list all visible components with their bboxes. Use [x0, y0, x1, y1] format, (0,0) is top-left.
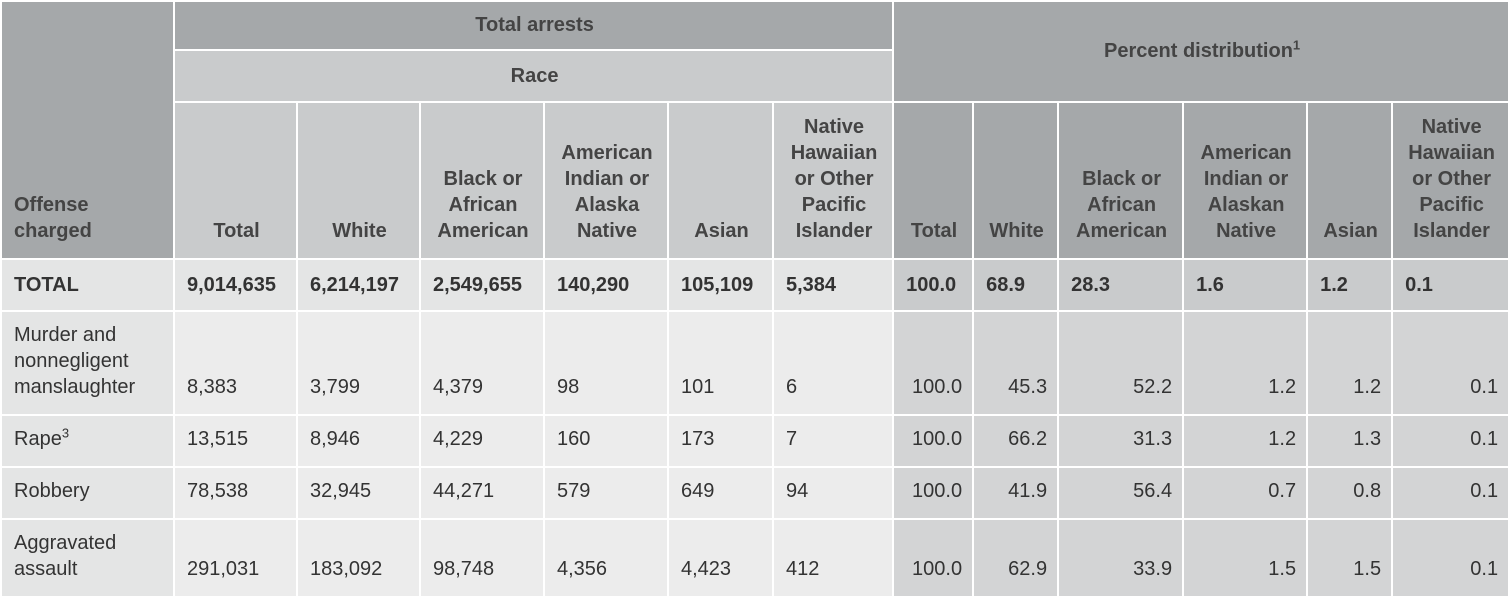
header-percent-distribution: Percent distribution1 — [892, 0, 1508, 103]
percent-cell: 100.0 — [892, 414, 975, 468]
footnote-marker: 3 — [61, 425, 70, 441]
offense-cell: TOTAL — [0, 258, 175, 312]
offense-label: Aggravated assault — [14, 532, 117, 580]
col-header-percent-white: White — [972, 101, 1060, 260]
footnote-marker: 1 — [1292, 37, 1301, 53]
percent-cell: 0.1 — [1391, 310, 1508, 416]
col-header-arrests-total: Total — [173, 101, 298, 260]
col-header-percent-asian: Asian — [1306, 101, 1394, 260]
arrest-count-cell: 6,214,197 — [296, 258, 421, 312]
arrest-count-cell: 2,549,655 — [419, 258, 545, 312]
percent-cell: 100.0 — [892, 466, 975, 520]
header-offense-charged: Offense charged — [0, 0, 175, 260]
arrest-count-cell: 291,031 — [173, 518, 298, 598]
offense-label: Murder and nonnegligent manslaughter — [14, 324, 136, 398]
percent-cell: 100.0 — [892, 310, 975, 416]
percent-cell: 1.3 — [1306, 414, 1394, 468]
offense-label: Robbery — [14, 480, 90, 502]
percent-cell: 56.4 — [1057, 466, 1185, 520]
percent-cell: 0.1 — [1391, 518, 1508, 598]
percent-cell: 45.3 — [972, 310, 1060, 416]
col-header-arrests-asian: Asian — [667, 101, 774, 260]
percent-cell: 0.1 — [1391, 414, 1508, 468]
offense-label: Rape — [14, 428, 62, 450]
percent-cell: 1.5 — [1182, 518, 1309, 598]
percent-cell: 1.2 — [1306, 258, 1394, 312]
col-header-arrests-american-indian: American Indian or Alaska Native — [543, 101, 669, 260]
arrest-count-cell: 4,379 — [419, 310, 545, 416]
arrest-count-cell: 44,271 — [419, 466, 545, 520]
percent-cell: 68.9 — [972, 258, 1060, 312]
table-row: Rape3 13,515 8,946 4,229 160 173 7 100.0 66.2 31.… — [0, 414, 1508, 468]
table-body: TOTAL 9,014,635 6,214,197 2,549,655 140,290 1… — [0, 258, 1508, 598]
arrest-count-cell: 3,799 — [296, 310, 421, 416]
offense-cell: Murder and nonnegligent manslaughter — [0, 310, 175, 416]
offense-cell: Aggravated assault — [0, 518, 175, 598]
col-header-arrests-pacific-islander: Native Hawaiian or Other Pacific Islande… — [771, 101, 895, 260]
arrest-count-cell: 183,092 — [296, 518, 421, 598]
arrest-count-cell: 101 — [667, 310, 774, 416]
arrest-count-cell: 13,515 — [173, 414, 298, 468]
percent-cell: 28.3 — [1057, 258, 1185, 312]
percent-cell: 31.3 — [1057, 414, 1185, 468]
percent-cell: 0.7 — [1182, 466, 1309, 520]
col-header-percent-black: Black or African American — [1057, 101, 1185, 260]
table-row: Aggravated assault 291,031 183,092 98,748 4,… — [0, 518, 1508, 598]
arrest-count-cell: 32,945 — [296, 466, 421, 520]
offense-cell: Rape3 — [0, 414, 175, 468]
arrest-count-cell: 160 — [543, 414, 669, 468]
arrest-count-cell: 8,383 — [173, 310, 298, 416]
column-header-row: Total White Black or African American Am… — [1, 101, 1508, 260]
arrest-count-cell: 94 — [771, 466, 895, 520]
arrest-count-cell: 98 — [543, 310, 669, 416]
total-row: TOTAL 9,014,635 6,214,197 2,549,655 140,290 1… — [0, 258, 1508, 312]
percent-cell: 66.2 — [972, 414, 1060, 468]
arrest-count-cell: 4,356 — [543, 518, 669, 598]
offense-label: TOTAL — [14, 274, 79, 296]
col-header-percent-american-indian: American Indian or Alaskan Native — [1182, 101, 1309, 260]
header-race: Race — [172, 49, 895, 103]
percent-cell: 1.2 — [1182, 414, 1309, 468]
col-header-percent-total: Total — [892, 101, 975, 260]
arrest-count-cell: 78,538 — [173, 466, 298, 520]
percent-cell: 1.2 — [1306, 310, 1394, 416]
arrest-count-cell: 4,423 — [667, 518, 774, 598]
arrest-count-cell: 9,014,635 — [173, 258, 298, 312]
arrest-count-cell: 579 — [543, 466, 669, 520]
percent-cell: 100.0 — [892, 518, 975, 598]
percent-cell: 0.8 — [1306, 466, 1394, 520]
col-header-percent-pacific-islander: Native Hawaiian or Other Pacific Islande… — [1391, 101, 1508, 260]
arrest-count-cell: 7 — [771, 414, 895, 468]
arrest-count-cell: 6 — [771, 310, 895, 416]
arrest-count-cell: 8,946 — [296, 414, 421, 468]
arrest-count-cell: 412 — [771, 518, 895, 598]
arrest-count-cell: 5,384 — [771, 258, 895, 312]
offense-cell: Robbery — [0, 466, 175, 520]
arrest-count-cell: 105,109 — [667, 258, 774, 312]
percent-cell: 1.2 — [1182, 310, 1309, 416]
arrest-count-cell: 140,290 — [543, 258, 669, 312]
arrest-count-cell: 649 — [667, 466, 774, 520]
percent-cell: 100.0 — [892, 258, 975, 312]
header-percent-distribution-label: Percent distribution — [1104, 40, 1293, 62]
percent-cell: 52.2 — [1057, 310, 1185, 416]
arrest-count-cell: 98,748 — [419, 518, 545, 598]
arrest-count-cell: 173 — [667, 414, 774, 468]
header-total-arrests: Total arrests — [172, 0, 895, 51]
table-row: Murder and nonnegligent manslaughter 8,38… — [0, 310, 1508, 416]
col-header-arrests-black: Black or African American — [419, 101, 545, 260]
percent-cell: 33.9 — [1057, 518, 1185, 598]
table-row: Robbery 78,538 32,945 44,271 579 649 94 100.0 41… — [0, 466, 1508, 520]
percent-cell: 0.1 — [1391, 466, 1508, 520]
percent-cell: 1.5 — [1306, 518, 1394, 598]
percent-cell: 62.9 — [972, 518, 1060, 598]
percent-cell: 0.1 — [1391, 258, 1508, 312]
percent-cell: 1.6 — [1182, 258, 1309, 312]
percent-cell: 41.9 — [972, 466, 1060, 520]
col-header-arrests-white: White — [296, 101, 421, 260]
arrest-count-cell: 4,229 — [419, 414, 545, 468]
